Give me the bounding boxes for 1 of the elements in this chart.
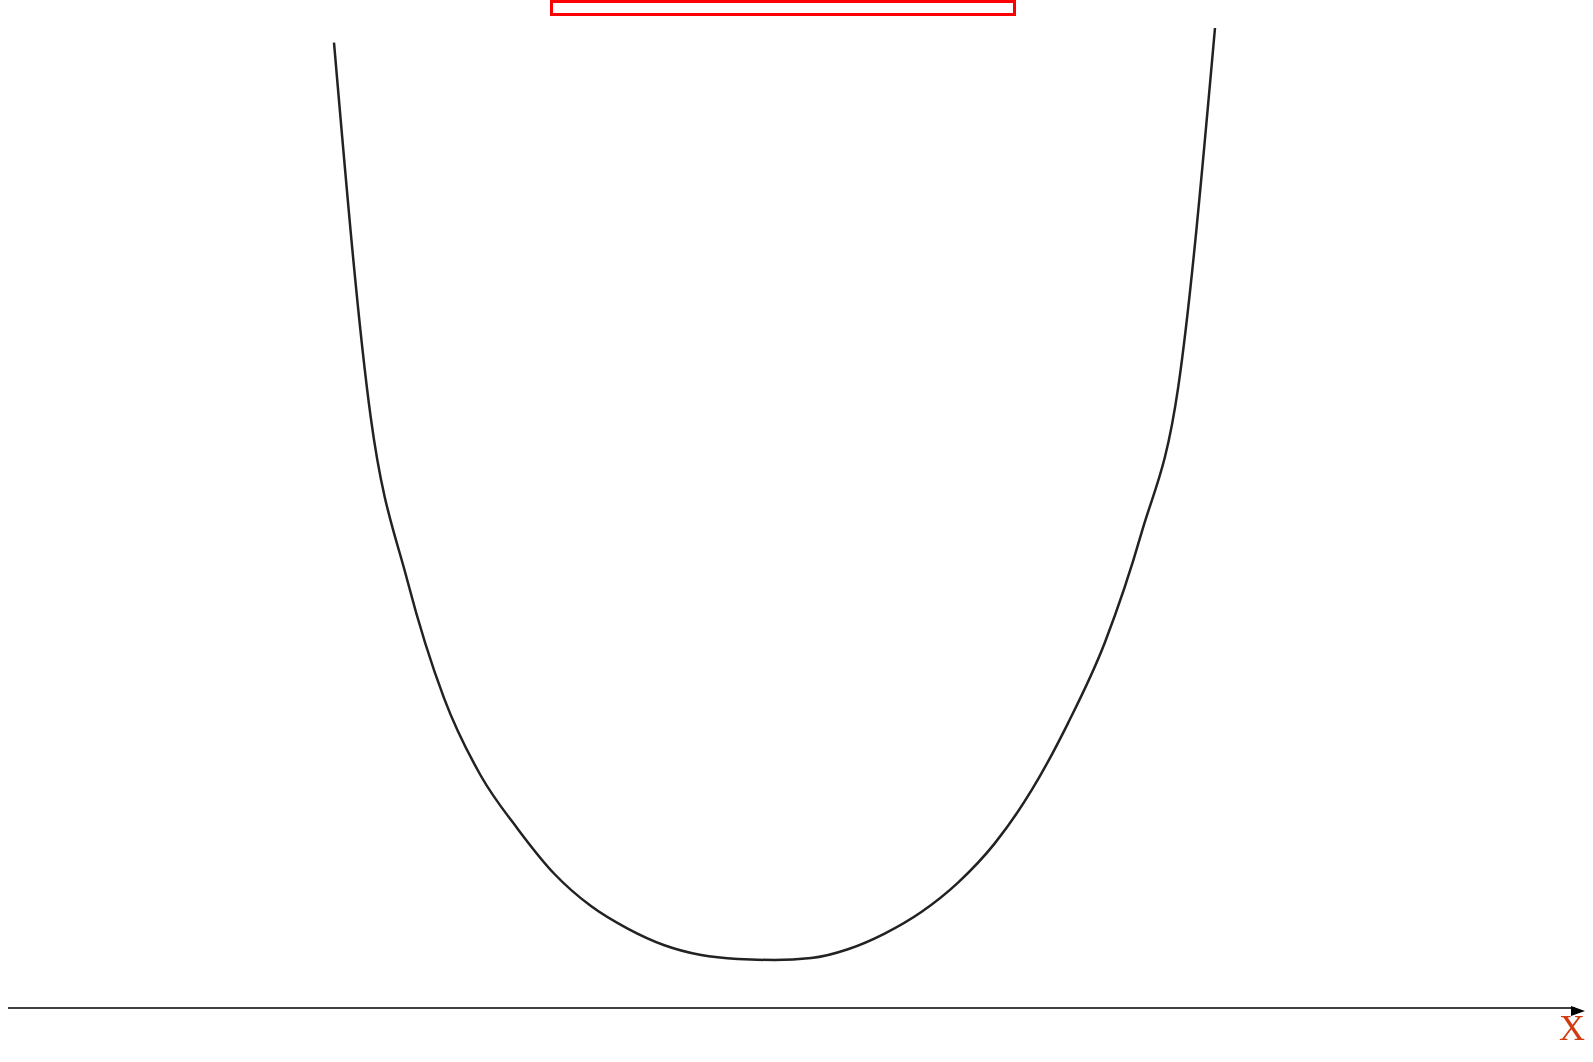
text: X	[1559, 1008, 1585, 1048]
